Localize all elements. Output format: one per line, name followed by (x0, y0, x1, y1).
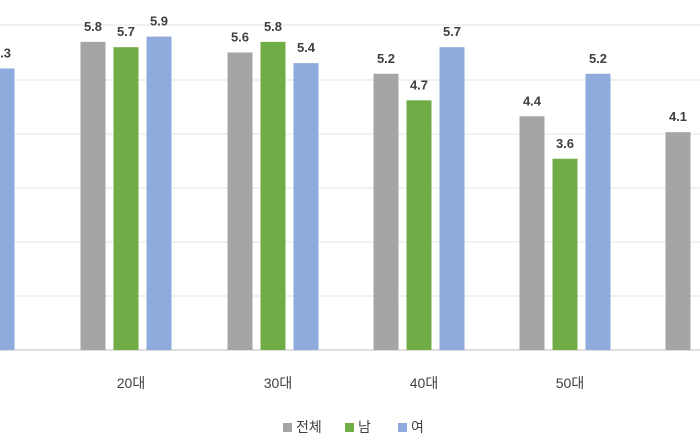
data-label: 5.3 (0, 45, 11, 60)
bar (293, 63, 319, 350)
bar (0, 68, 15, 350)
bar (260, 41, 286, 350)
legend-swatch (398, 423, 407, 432)
data-label: 5.4 (297, 40, 316, 55)
data-label: 5.2 (589, 51, 607, 66)
data-label: 5.7 (443, 24, 461, 39)
bar (227, 52, 253, 350)
legend: 전체 남 여 (283, 419, 424, 435)
legend-label: 여 (411, 419, 424, 435)
legend-swatch (345, 423, 354, 432)
x-tick-label: 30대 (264, 375, 292, 391)
data-label: 5.7 (117, 24, 135, 39)
data-label: 4.7 (410, 77, 428, 92)
data-label: 4.1 (669, 109, 687, 124)
bar (373, 73, 399, 350)
legend-swatch (283, 423, 292, 432)
bar (552, 158, 578, 350)
data-label: 5.8 (264, 19, 282, 34)
bar (585, 73, 611, 350)
data-label: 5.6 (231, 30, 249, 45)
x-tick-label: 50대 (556, 375, 584, 391)
data-label: 3.6 (556, 136, 574, 151)
data-label: 5.8 (84, 19, 102, 34)
bar (665, 132, 691, 350)
x-tick-label: 40대 (410, 375, 438, 391)
data-labels: 5.8 5.6 5.2 4.4 4.1 5.7 5.8 4.7 3.6 5.3 5.9 5.4 5.7 5… (0, 14, 687, 151)
bars (0, 36, 691, 350)
data-label: 5.9 (150, 14, 168, 29)
x-tick-label: 20대 (117, 375, 145, 391)
legend-label: 전체 (296, 419, 322, 435)
bar (80, 41, 106, 350)
bar (439, 47, 465, 350)
data-label: 5.2 (377, 51, 395, 66)
bar (113, 47, 139, 350)
bar (406, 100, 432, 350)
bar (519, 116, 545, 350)
x-axis-tick-labels: 20대30대40대50대60대 (117, 375, 584, 391)
legend-label: 남 (358, 419, 371, 435)
bar (146, 36, 172, 350)
data-label: 4.4 (523, 93, 542, 108)
